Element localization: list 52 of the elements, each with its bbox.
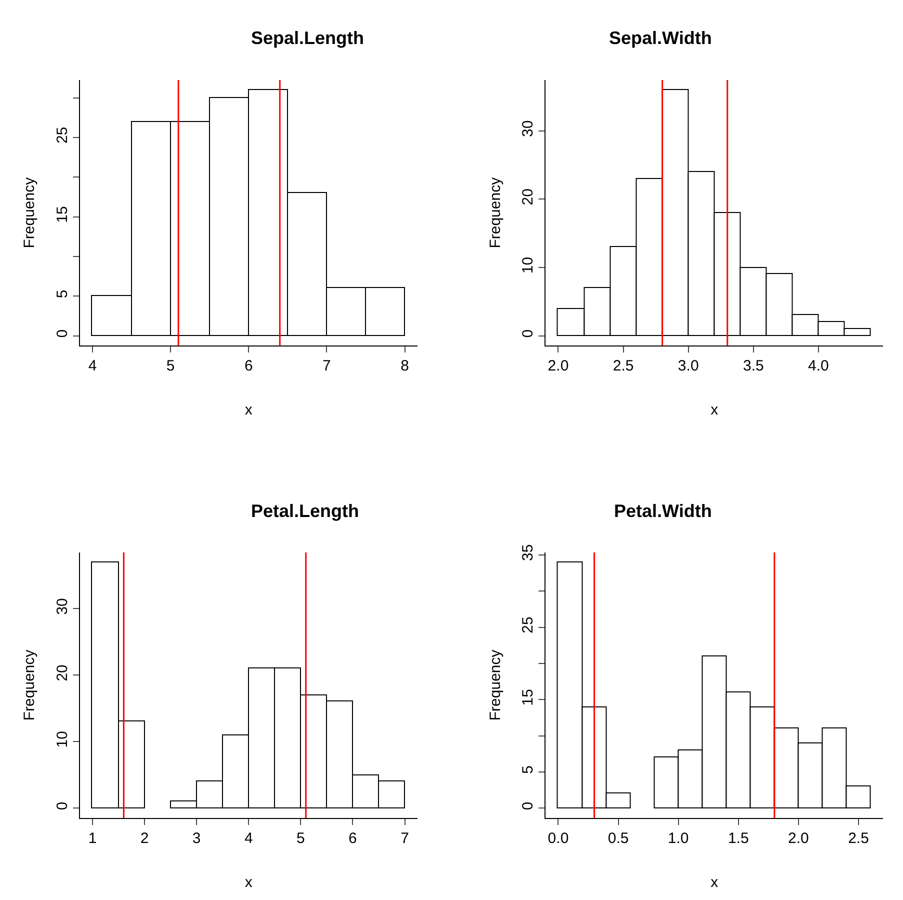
y-tick-label: 20 xyxy=(520,188,537,206)
x-tick-label: 3 xyxy=(192,830,201,847)
y-tick-label: 35 xyxy=(520,544,537,562)
x-tick-label: 1 xyxy=(88,830,97,847)
chart-title: Sepal.Width xyxy=(609,28,712,48)
y-tick-label: 0 xyxy=(54,329,71,338)
x-tick-label: 3.5 xyxy=(742,358,764,375)
x-tick-label: 6 xyxy=(244,358,253,375)
x-tick-label: 7 xyxy=(400,830,409,847)
y-tick-label: 0 xyxy=(520,802,537,810)
y-tick-label: 25 xyxy=(54,126,71,144)
x-tick-label: 3.0 xyxy=(678,358,699,375)
y-tick-label: 15 xyxy=(54,206,71,223)
x-tick-label: 7 xyxy=(322,358,331,375)
y-tick-label: 5 xyxy=(520,766,537,774)
chart-title: Petal.Width xyxy=(614,501,712,521)
x-tick-label: 4.0 xyxy=(808,358,829,375)
y-tick-label: 10 xyxy=(54,731,71,748)
y-tick-label: 20 xyxy=(54,664,71,682)
y-axis-title: Frequency xyxy=(486,649,504,721)
x-tick-label: 2.5 xyxy=(848,830,869,847)
x-tick-label: 1.5 xyxy=(728,830,749,847)
x-tick-label: 2.0 xyxy=(788,830,809,847)
chart-title: Petal.Length xyxy=(251,501,360,521)
x-tick-label: 0.0 xyxy=(548,830,569,847)
y-tick-label: 0 xyxy=(520,329,537,338)
y-axis-title: Frequency xyxy=(21,176,38,248)
x-tick-label: 5 xyxy=(166,358,175,375)
x-axis-title: x xyxy=(710,874,719,891)
x-tick-label: 0.5 xyxy=(608,830,629,847)
x-tick-label: 2.0 xyxy=(548,358,569,375)
y-tick-label: 30 xyxy=(54,598,71,615)
y-tick-label: 10 xyxy=(520,256,537,274)
x-tick-label: 6 xyxy=(348,830,357,847)
y-tick-label: 5 xyxy=(54,290,71,298)
chart-title: Sepal.Length xyxy=(251,28,364,48)
x-axis-title: x xyxy=(710,402,719,419)
x-tick-label: 8 xyxy=(400,358,409,375)
y-tick-label: 30 xyxy=(520,120,537,137)
x-axis-title: x xyxy=(244,874,253,891)
x-tick-label: 5 xyxy=(296,830,305,847)
y-tick-label: 15 xyxy=(520,689,537,706)
y-tick-label: 0 xyxy=(54,802,71,810)
x-tick-label: 1.0 xyxy=(668,830,689,847)
y-axis-title: Frequency xyxy=(21,649,38,721)
x-tick-label: 2.5 xyxy=(612,358,634,375)
x-tick-label: 4 xyxy=(88,358,97,375)
x-axis-title: x xyxy=(244,402,253,419)
y-tick-label: 25 xyxy=(520,616,537,634)
y-axis-title: Frequency xyxy=(486,176,504,248)
x-tick-label: 4 xyxy=(244,830,253,847)
x-tick-label: 2 xyxy=(140,830,149,847)
